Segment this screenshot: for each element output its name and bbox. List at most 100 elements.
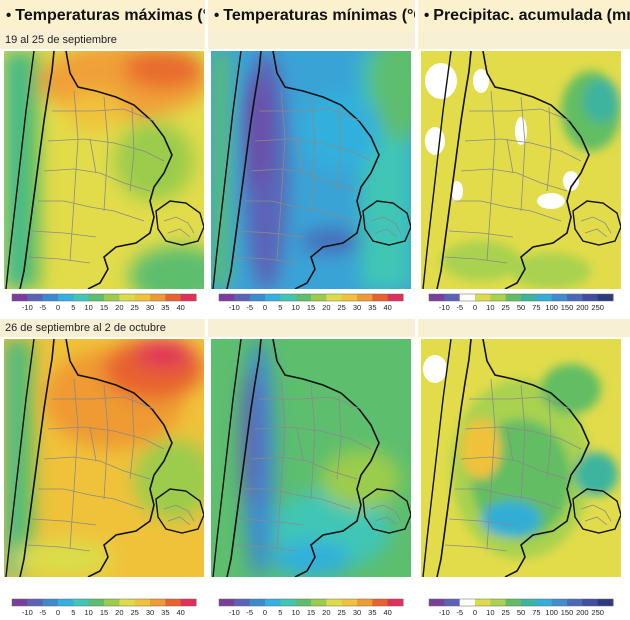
colorbar-tick-label: -10 <box>21 608 33 617</box>
colorbar-swatch <box>73 294 90 301</box>
colorbar-swatch <box>104 294 120 301</box>
colorbar-tick-label: 25 <box>501 608 510 617</box>
colorbar-swatch <box>459 294 476 301</box>
colorbar-tick-label: 0 <box>472 608 478 617</box>
colorbar-tick-label: -10 <box>21 303 33 312</box>
colorbar-tick-label: 35 <box>368 303 377 312</box>
header-bullet: • <box>6 7 12 24</box>
colorbar-tick-label: -5 <box>246 608 253 617</box>
colorbar-tick-label: 5 <box>278 303 283 312</box>
colorbar-swatch <box>219 599 235 606</box>
colorbar-tick-label: 0 <box>262 303 268 312</box>
colorbar-swatch <box>165 294 182 301</box>
colorbar-ticks: -10 -5 0 5 10 15 20 25 30 35 40 <box>211 303 411 313</box>
colorbar-tick-label: 20 <box>115 608 124 617</box>
colorbar-tick-label: 0 <box>262 608 268 617</box>
colorbar-swatch <box>180 599 197 606</box>
colorbar-swatch <box>582 599 599 606</box>
colorbar-swatch <box>341 294 358 301</box>
colorbar-swatches <box>218 293 404 302</box>
colorbar-tick-label: 0 <box>55 303 61 312</box>
colorbar-swatch <box>88 294 105 301</box>
colorbar-tick-label: 0 <box>55 608 61 617</box>
header-min-temp: • Temperaturas mínimas (°C) <box>208 0 415 33</box>
map-precip-week2 <box>421 339 621 577</box>
colorbar-tick-label: 250 <box>591 608 604 617</box>
colorbar-tick-label: 15 <box>306 608 316 617</box>
colorbar-tick-label: 150 <box>560 608 574 617</box>
colorbar-tick-label: 25 <box>337 608 346 617</box>
colorbar-swatch <box>387 294 404 301</box>
period-label-week2: 26 de septiembre al 2 de octubre <box>0 319 630 337</box>
colorbar-swatch <box>341 599 358 606</box>
colorbar-swatch <box>150 294 166 301</box>
colorbar-swatch <box>249 294 266 301</box>
colorbar-tick-label: -5 <box>456 608 463 617</box>
map-min-temp-week1 <box>211 51 411 289</box>
colorbar-swatch <box>295 294 312 301</box>
colorbar-tick-label: 25 <box>130 303 139 312</box>
colorbar-tick-label: 40 <box>383 608 392 617</box>
colorbar-temperature: -10 -5 0 5 10 15 20 25 30 35 40 <box>211 291 411 313</box>
colorbar-swatch <box>219 294 235 301</box>
colorbar-tick-label: 5 <box>71 303 76 312</box>
colorbar-swatch <box>582 294 599 301</box>
header-precipitation: • Precipitac. acumulada (mm) <box>418 0 630 33</box>
colorbar-ticks: -10 -5 0 5 10 15 20 25 30 35 40 <box>211 608 411 618</box>
colorbar-tick-label: 25 <box>130 608 139 617</box>
colorbar-swatch <box>280 294 297 301</box>
colorbar-ticks: -10 -5 0 10 25 50 75 100 150 200 250 <box>421 303 621 313</box>
colorbar-swatch <box>12 599 28 606</box>
colorbar-swatch <box>73 599 90 606</box>
colorbar-tick-label: 30 <box>352 303 362 312</box>
colorbar-temperature: -10 -5 0 5 10 15 20 25 30 35 40 <box>4 596 204 618</box>
colorbar-swatch <box>134 599 151 606</box>
colorbar-tick-label: 0 <box>472 303 478 312</box>
colorbar-tick-label: 15 <box>99 608 109 617</box>
header-bullet: • <box>214 7 220 24</box>
colorbar-swatch <box>119 294 136 301</box>
colorbar-swatch <box>597 294 614 301</box>
colorbar-ticks: -10 -5 0 5 10 15 20 25 30 35 40 <box>4 608 204 618</box>
colorbar-tick-label: -10 <box>438 303 450 312</box>
colorbar-tick-label: -5 <box>39 608 46 617</box>
header-title: Temperaturas máximas (°C) <box>15 7 205 24</box>
colorbar-swatches <box>428 293 614 302</box>
colorbar-swatch <box>597 599 614 606</box>
colorbar-swatches <box>218 598 404 607</box>
colorbar-swatch <box>475 294 491 301</box>
colorbar-swatch <box>27 294 44 301</box>
colorbar-swatch <box>326 599 343 606</box>
map-min-temp-week2 <box>211 339 411 577</box>
colorbar-tick-label: 50 <box>516 608 526 617</box>
colorbar-swatch <box>265 599 281 606</box>
colorbar-swatch <box>567 599 583 606</box>
colorbar-swatches <box>11 598 197 607</box>
colorbar-tick-label: 50 <box>516 303 526 312</box>
header-max-temp: • Temperaturas máximas (°C) <box>0 0 205 33</box>
colorbar-tick-label: -5 <box>39 303 46 312</box>
map-max-temp-week1 <box>4 51 204 289</box>
colorbar-tick-label: 10 <box>84 608 93 617</box>
colorbar-tick-label: 35 <box>161 303 170 312</box>
map-max-temp-week2 <box>4 339 204 577</box>
colorbar-swatch <box>387 599 404 606</box>
colorbar-swatch <box>429 294 445 301</box>
colorbar-tick-label: 10 <box>291 608 300 617</box>
colorbar-tick-label: 100 <box>545 303 558 312</box>
colorbar-swatch <box>475 599 491 606</box>
map-precip-week1 <box>421 51 621 289</box>
colorbar-swatch <box>357 599 373 606</box>
colorbar-tick-label: -5 <box>246 303 253 312</box>
colorbar-tick-label: 40 <box>383 303 392 312</box>
colorbar-swatch <box>104 599 120 606</box>
colorbar-swatch <box>134 294 151 301</box>
colorbar-swatch <box>295 599 312 606</box>
colorbar-swatch <box>521 294 537 301</box>
colorbar-swatch <box>459 599 476 606</box>
colorbar-swatch <box>234 294 251 301</box>
colorbar-swatch <box>521 599 537 606</box>
colorbar-swatch <box>180 294 197 301</box>
colorbar-swatch <box>429 599 445 606</box>
colorbar-swatch <box>372 294 389 301</box>
